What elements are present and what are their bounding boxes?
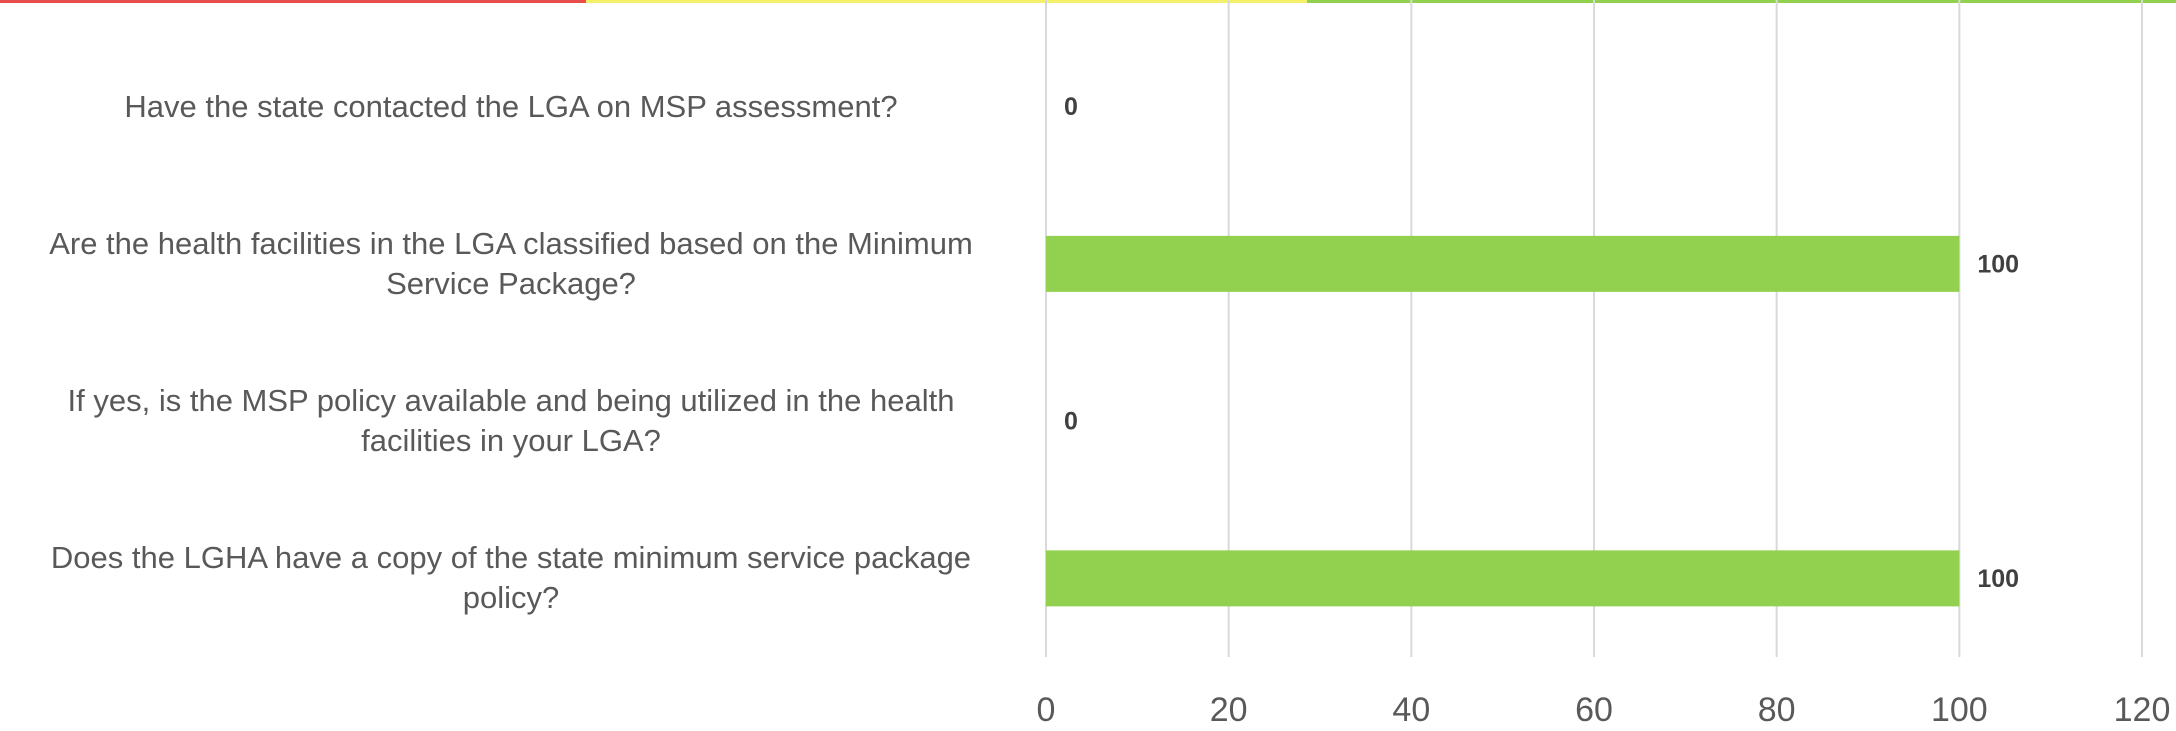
value-label: 0 [1064,408,1078,436]
bar [1046,235,1960,292]
x-tick-label: 20 [1210,691,1248,729]
x-tick-label: 120 [2114,691,2171,729]
value-label: 100 [1977,250,2019,278]
x-tick-label: 100 [1931,691,1988,729]
value-label: 100 [1977,565,2019,593]
x-tick-label: 60 [1575,691,1613,729]
bar [1046,550,1960,607]
top-strip-green [1307,0,2176,3]
top-strip-red [0,0,586,3]
category-label: If yes, is the MSP policy available and … [67,383,955,459]
top-strip-yellow [586,0,1307,3]
x-tick-label: 80 [1758,691,1796,729]
category-label: Does the LGHA have a copy of the state m… [50,540,972,616]
value-label: 0 [1064,93,1078,121]
category-label: Are the health facilities in the LGA cla… [49,225,973,301]
category-label: Have the state contacted the LGA on MSP … [124,88,898,124]
x-tick-label: 0 [1037,691,1056,729]
x-tick-label: 40 [1392,691,1430,729]
